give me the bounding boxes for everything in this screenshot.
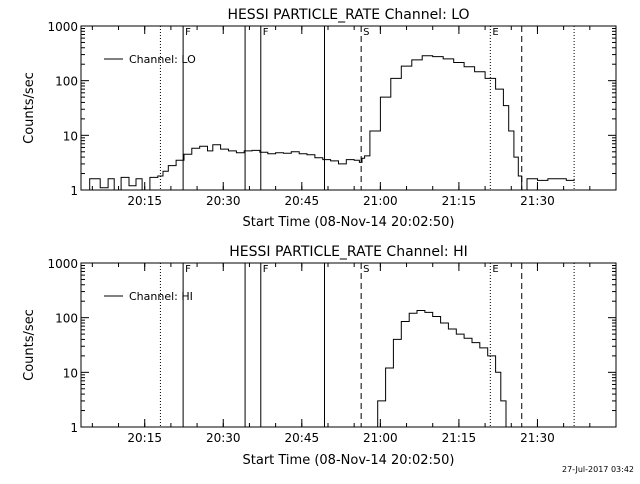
x-tick-label: 21:15 [442, 194, 477, 208]
series-line [81, 55, 575, 191]
x-tick-label: 21:15 [442, 431, 477, 445]
event-marker-label: S [363, 27, 369, 38]
event-marker-label: F [185, 27, 191, 38]
event-marker-label: F [263, 264, 269, 275]
x-tick-label: 21:00 [363, 194, 398, 208]
x-tick-label: 20:30 [206, 431, 241, 445]
y-tick-label: 10 [63, 129, 78, 143]
x-tick-label: 20:15 [127, 194, 162, 208]
x-axis-label: Start Time (08-Nov-14 20:02:50) [243, 453, 455, 468]
y-axis-label: Counts/sec [22, 72, 37, 144]
footer-timestamp: 27-Jul-2017 03:42 [561, 465, 634, 474]
chart-title: HESSI PARTICLE_RATE Channel: HI [229, 244, 467, 260]
x-tick-label: 20:45 [285, 431, 320, 445]
legend-label: Channel: HI [129, 290, 193, 303]
event-marker-label: F [185, 264, 191, 275]
x-tick-label: 21:30 [520, 194, 555, 208]
event-marker-label: F [263, 27, 269, 38]
legend-label: Channel: LO [129, 53, 196, 66]
x-tick-label: 20:15 [127, 431, 162, 445]
y-tick-label: 10 [63, 366, 78, 380]
x-tick-label: 20:30 [206, 194, 241, 208]
event-marker-label: S [363, 264, 369, 275]
plot-frame [80, 262, 617, 428]
chart-panel-1: HESSI PARTICLE_RATE Channel: LO 1 10 100 100… [22, 7, 617, 230]
x-axis-label: Start Time (08-Nov-14 20:02:50) [243, 215, 455, 230]
y-tick-label: 100 [55, 312, 78, 326]
x-tick-label: 21:00 [363, 431, 398, 445]
plot-frame [80, 25, 617, 191]
y-tick-label: 100 [55, 75, 78, 89]
series-line [369, 310, 507, 428]
event-marker-label: E [492, 264, 498, 275]
x-tick-label: 21:30 [520, 431, 555, 445]
y-tick-label: 1000 [47, 20, 78, 34]
x-tick-label: 20:45 [285, 194, 320, 208]
y-tick-label: 1 [70, 184, 78, 198]
chart-title: HESSI PARTICLE_RATE Channel: LO [227, 7, 469, 23]
y-tick-label: 1000 [47, 257, 78, 271]
y-axis-label: Counts/sec [22, 309, 37, 381]
chart-panel-2: HESSI PARTICLE_RATE Channel: HI 1 10 100 100… [22, 244, 617, 468]
y-tick-label: 1 [70, 421, 78, 435]
event-marker-label: E [492, 27, 498, 38]
